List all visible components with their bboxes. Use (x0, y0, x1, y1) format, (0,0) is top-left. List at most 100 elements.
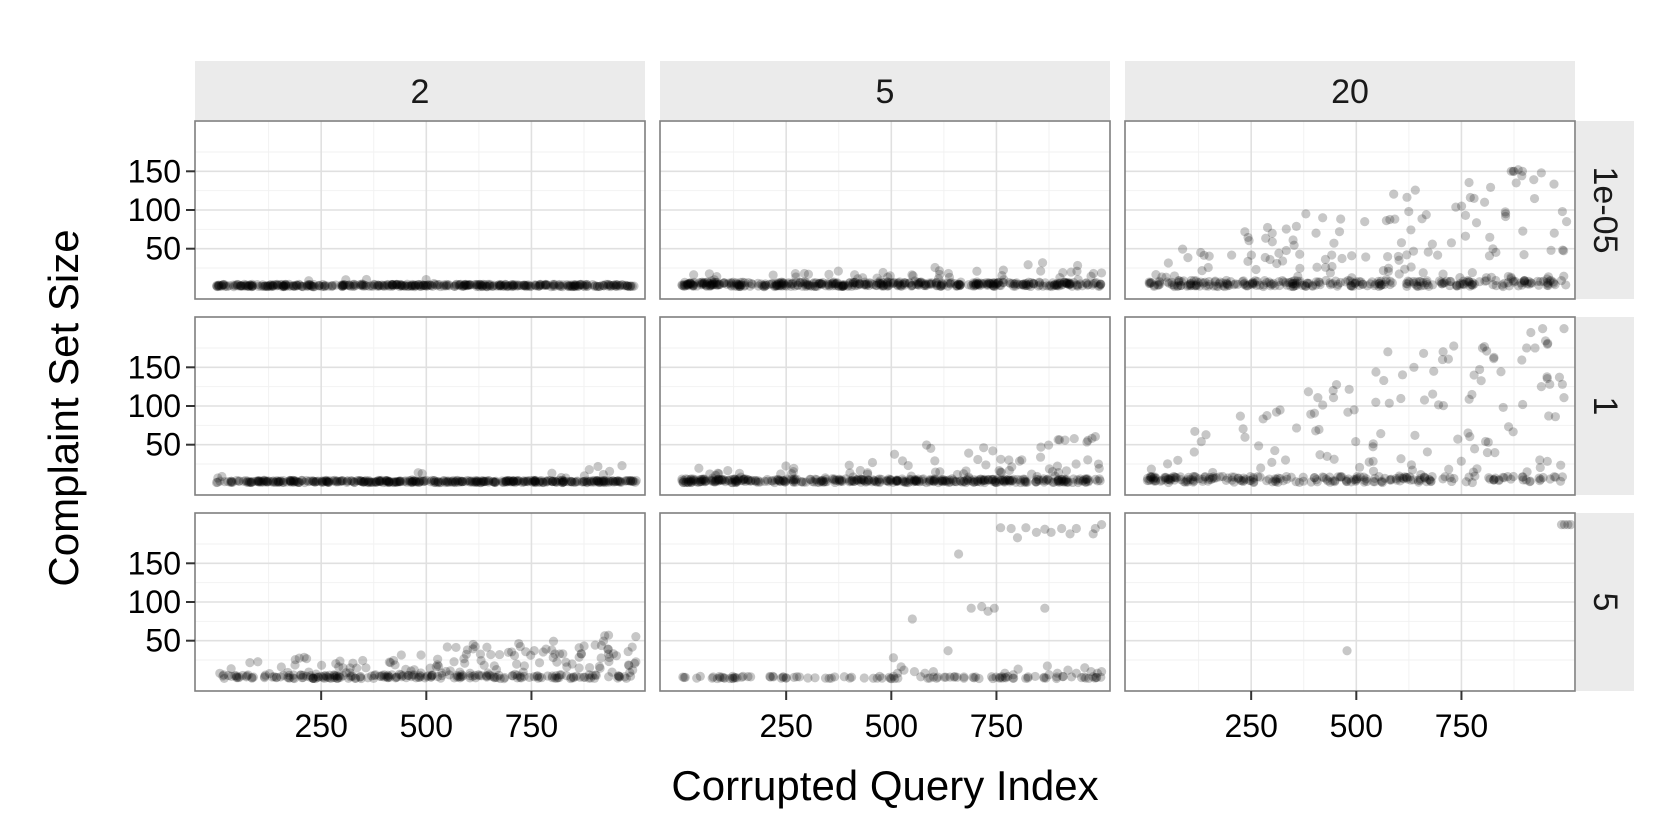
data-point (971, 279, 982, 289)
data-point (767, 279, 777, 289)
data-point (433, 477, 444, 487)
data-point (898, 279, 908, 289)
data-point (805, 281, 815, 291)
data-point (1519, 276, 1529, 286)
data-point (273, 477, 284, 487)
data-point (359, 476, 369, 487)
data-point (427, 281, 438, 291)
data-point (830, 281, 841, 291)
data-point (728, 277, 738, 287)
data-point (1010, 281, 1020, 291)
data-point (1519, 276, 1529, 286)
data-point (432, 281, 442, 291)
data-point (464, 476, 474, 486)
data-point (1419, 395, 1430, 405)
data-point (848, 279, 858, 289)
data-point (606, 280, 616, 291)
data-point (521, 476, 531, 487)
x-tick-label: 750 (505, 708, 558, 744)
data-point (968, 279, 979, 289)
data-point (1265, 281, 1276, 291)
data-point (245, 658, 255, 668)
data-point (786, 279, 796, 289)
data-point (882, 278, 893, 289)
data-point (712, 280, 722, 290)
data-point (914, 280, 924, 290)
data-point (677, 281, 687, 291)
data-point (1090, 278, 1100, 288)
data-point (1490, 448, 1500, 458)
data-point (1199, 250, 1209, 260)
data-point (745, 281, 755, 291)
data-point (1498, 402, 1508, 413)
data-point (897, 281, 907, 291)
data-point (514, 280, 524, 290)
data-point (1251, 264, 1261, 275)
data-point (1020, 279, 1031, 289)
data-point (243, 476, 253, 486)
data-point (994, 277, 1004, 287)
data-point (943, 268, 954, 279)
data-point (1486, 272, 1496, 282)
data-point (216, 281, 227, 291)
data-point (1559, 324, 1569, 334)
data-point (1489, 475, 1499, 485)
data-point (694, 278, 704, 288)
data-point (361, 475, 371, 486)
data-point (554, 279, 565, 290)
data-point (276, 280, 286, 290)
data-point (564, 477, 574, 487)
data-point (699, 278, 709, 288)
data-point (1064, 279, 1075, 289)
data-point (381, 477, 391, 487)
data-point (322, 671, 332, 682)
data-point (1538, 324, 1548, 334)
data-point (513, 281, 523, 291)
data-point (1203, 281, 1213, 291)
data-point (1391, 473, 1401, 484)
data-point (756, 279, 766, 289)
data-point (501, 280, 511, 290)
data-point (1264, 277, 1274, 287)
data-point (414, 477, 424, 487)
data-point (1154, 280, 1164, 290)
data-point (541, 477, 552, 487)
data-point (1300, 280, 1310, 290)
data-point (1006, 523, 1016, 534)
data-point (811, 278, 821, 288)
data-point (701, 281, 711, 291)
data-point (465, 280, 475, 290)
y-tick-label: 150 (128, 545, 181, 581)
data-point (423, 280, 433, 291)
data-point (983, 279, 993, 289)
data-point (366, 477, 376, 487)
data-point (471, 279, 481, 290)
data-point (565, 280, 576, 290)
data-point (1028, 278, 1038, 289)
data-point (270, 279, 280, 290)
data-point (273, 280, 283, 290)
data-point (474, 476, 484, 486)
data-point (1545, 276, 1555, 286)
data-point (920, 279, 930, 289)
data-point (548, 281, 558, 291)
data-point (460, 658, 470, 668)
data-point (277, 279, 287, 290)
data-point (1561, 280, 1571, 290)
data-point (436, 477, 446, 487)
data-point (865, 278, 875, 288)
data-point (692, 281, 702, 291)
data-point (435, 281, 445, 292)
data-point (578, 281, 588, 291)
data-point (285, 476, 295, 486)
data-point (266, 280, 276, 290)
data-point (507, 281, 517, 292)
data-point (866, 279, 876, 289)
data-point (1396, 393, 1406, 404)
data-point (576, 279, 586, 289)
data-point (259, 475, 269, 485)
data-point (768, 671, 778, 681)
data-point (680, 277, 690, 287)
data-point (814, 278, 824, 288)
data-point (555, 281, 565, 291)
